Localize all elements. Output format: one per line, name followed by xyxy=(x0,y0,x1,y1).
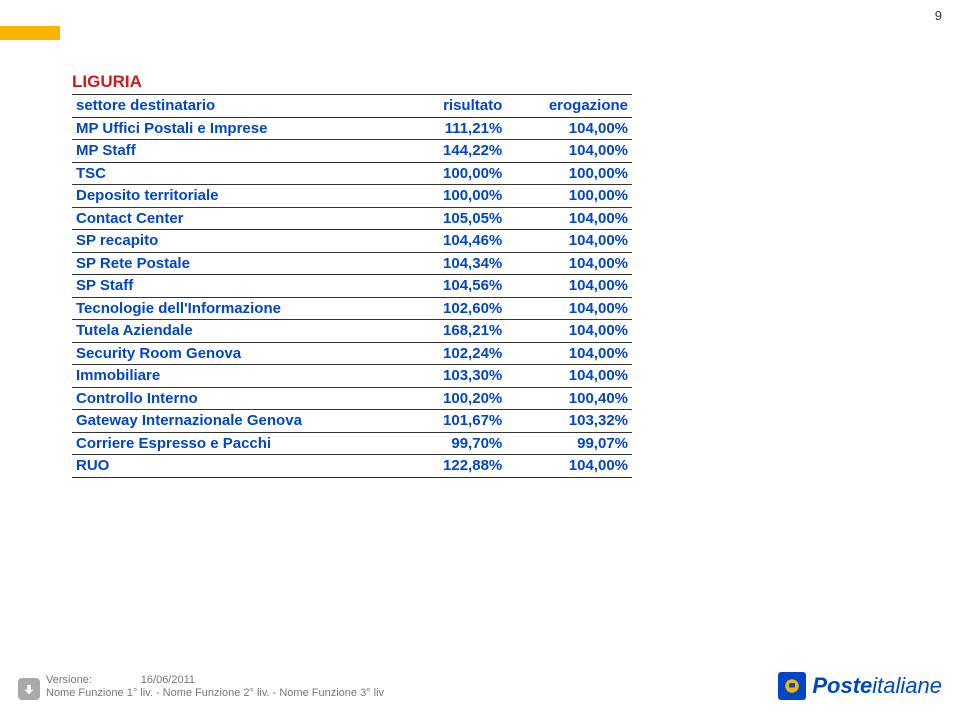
col-header-2: erogazione xyxy=(506,95,632,118)
row-val-1: 168,21% xyxy=(409,320,506,343)
table-row: Tecnologie dell'Informazione102,60%104,0… xyxy=(72,297,632,320)
row-val-2: 104,00% xyxy=(506,117,632,140)
footer: Versione: 16/06/2011 Nome Funzione 1° li… xyxy=(18,672,942,700)
table-row: Tutela Aziendale168,21%104,00% xyxy=(72,320,632,343)
row-val-1: 100,00% xyxy=(409,162,506,185)
row-val-2: 100,00% xyxy=(506,162,632,185)
table-row: Immobiliare103,30%104,00% xyxy=(72,365,632,388)
page-number: 9 xyxy=(935,8,942,23)
row-label: Security Room Genova xyxy=(72,342,409,365)
row-val-1: 105,05% xyxy=(409,207,506,230)
table-row: Security Room Genova102,24%104,00% xyxy=(72,342,632,365)
row-label: SP recapito xyxy=(72,230,409,253)
table-row: Controllo Interno100,20%100,40% xyxy=(72,387,632,410)
row-val-1: 101,67% xyxy=(409,410,506,433)
brand-logo: Posteitaliane xyxy=(778,672,942,700)
table-row: Gateway Internazionale Genova101,67%103,… xyxy=(72,410,632,433)
region-title: LIGURIA xyxy=(72,72,632,92)
row-val-1: 111,21% xyxy=(409,117,506,140)
row-label: Gateway Internazionale Genova xyxy=(72,410,409,433)
row-label: Immobiliare xyxy=(72,365,409,388)
row-val-1: 100,00% xyxy=(409,185,506,208)
col-header-0: settore destinatario xyxy=(72,95,409,118)
table-row: SP Rete Postale104,34%104,00% xyxy=(72,252,632,275)
logo-text: Posteitaliane xyxy=(812,673,942,699)
footer-icon xyxy=(18,678,40,700)
row-val-2: 99,07% xyxy=(506,432,632,455)
row-val-2: 104,00% xyxy=(506,342,632,365)
logo-mark xyxy=(778,672,806,700)
row-val-2: 104,00% xyxy=(506,252,632,275)
data-table: settore destinatario risultato erogazion… xyxy=(72,94,632,478)
row-val-1: 102,24% xyxy=(409,342,506,365)
table-row: Corriere Espresso e Pacchi99,70%99,07% xyxy=(72,432,632,455)
col-header-1: risultato xyxy=(409,95,506,118)
row-label: MP Uffici Postali e Imprese xyxy=(72,117,409,140)
table-row: TSC100,00%100,00% xyxy=(72,162,632,185)
version-date: 16/06/2011 xyxy=(141,674,195,686)
row-val-1: 144,22% xyxy=(409,140,506,163)
footer-text: Versione: 16/06/2011 Nome Funzione 1° li… xyxy=(46,674,384,700)
row-label: Corriere Espresso e Pacchi xyxy=(72,432,409,455)
table-row: MP Uffici Postali e Imprese111,21%104,00… xyxy=(72,117,632,140)
row-val-1: 103,30% xyxy=(409,365,506,388)
row-val-2: 104,00% xyxy=(506,455,632,478)
row-val-2: 104,00% xyxy=(506,207,632,230)
logo-word-2: italiane xyxy=(872,673,942,698)
row-label: RUO xyxy=(72,455,409,478)
row-label: MP Staff xyxy=(72,140,409,163)
row-val-2: 104,00% xyxy=(506,140,632,163)
row-val-1: 102,60% xyxy=(409,297,506,320)
table-row: SP recapito104,46%104,00% xyxy=(72,230,632,253)
logo-word-1: Poste xyxy=(812,673,872,698)
row-val-2: 103,32% xyxy=(506,410,632,433)
content-area: LIGURIA settore destinatario risultato e… xyxy=(72,72,632,478)
row-val-1: 100,20% xyxy=(409,387,506,410)
table-row: Deposito territoriale100,00%100,00% xyxy=(72,185,632,208)
row-val-2: 104,00% xyxy=(506,230,632,253)
row-val-2: 100,40% xyxy=(506,387,632,410)
row-val-1: 104,56% xyxy=(409,275,506,298)
row-label: Tutela Aziendale xyxy=(72,320,409,343)
row-label: SP Rete Postale xyxy=(72,252,409,275)
row-label: Controllo Interno xyxy=(72,387,409,410)
footer-left: Versione: 16/06/2011 Nome Funzione 1° li… xyxy=(18,674,384,700)
row-val-1: 99,70% xyxy=(409,432,506,455)
row-label: Tecnologie dell'Informazione xyxy=(72,297,409,320)
footer-line2: Nome Funzione 1° liv. - Nome Funzione 2°… xyxy=(46,687,384,700)
row-val-2: 104,00% xyxy=(506,297,632,320)
row-label: Contact Center xyxy=(72,207,409,230)
row-label: TSC xyxy=(72,162,409,185)
row-val-2: 100,00% xyxy=(506,185,632,208)
accent-bar xyxy=(0,26,60,40)
row-label: Deposito territoriale xyxy=(72,185,409,208)
table-row: Contact Center105,05%104,00% xyxy=(72,207,632,230)
table-row: SP Staff104,56%104,00% xyxy=(72,275,632,298)
row-label: SP Staff xyxy=(72,275,409,298)
table-row: RUO122,88%104,00% xyxy=(72,455,632,478)
table-header-row: settore destinatario risultato erogazion… xyxy=(72,95,632,118)
row-val-2: 104,00% xyxy=(506,365,632,388)
version-label: Versione: xyxy=(46,674,92,686)
row-val-1: 104,34% xyxy=(409,252,506,275)
table-row: MP Staff144,22%104,00% xyxy=(72,140,632,163)
row-val-2: 104,00% xyxy=(506,320,632,343)
row-val-1: 122,88% xyxy=(409,455,506,478)
row-val-2: 104,00% xyxy=(506,275,632,298)
row-val-1: 104,46% xyxy=(409,230,506,253)
